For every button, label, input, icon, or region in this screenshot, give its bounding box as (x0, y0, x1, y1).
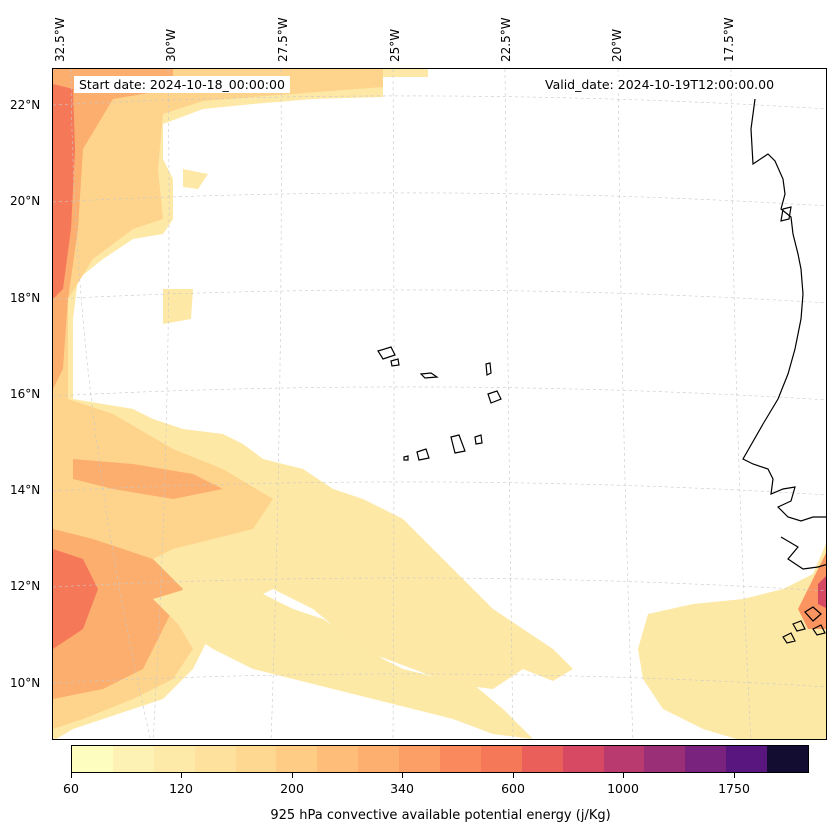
lat-label: 10°N (10, 676, 41, 690)
bijagos-islands (782, 606, 826, 644)
colorbar-segment (153, 746, 195, 772)
cape-verde-sao-nicolau (419, 372, 439, 379)
colorbar-segment (317, 746, 359, 772)
cape-verde-santiago (450, 434, 466, 454)
cape-region-patch (163, 289, 193, 324)
cape-region-central (153, 584, 533, 739)
cape-region-west (53, 69, 573, 739)
cape-region-southeast-max (818, 576, 826, 608)
colorbar-segment (562, 746, 604, 772)
cape-verde-sao-vicente (390, 358, 400, 367)
lon-label: 25°W (388, 28, 402, 62)
coastlines (377, 98, 826, 644)
colorbar (71, 745, 809, 773)
colorbar-tick-label: 600 (501, 781, 525, 796)
lat-label: 22°N (10, 98, 41, 112)
lon-label: 22.5°W (499, 17, 513, 62)
colorbar-segment (112, 746, 154, 772)
valid-date-label: Valid_date: 2024-10-19T12:00:00.00 (540, 76, 780, 93)
start-date-label: Start date: 2024-10-18_00:00:00 (74, 76, 290, 93)
colorbar-segment (726, 746, 768, 772)
lat-label: 16°N (10, 387, 41, 401)
lon-label: 20°W (610, 28, 624, 62)
cape-region-west-core (53, 69, 223, 699)
colorbar-segment (399, 746, 441, 772)
gridlines (53, 69, 826, 739)
cape-verde-santo-antao (377, 346, 396, 360)
colorbar-segment (358, 746, 400, 772)
colorbar-segment (194, 746, 236, 772)
africa-coastline-south (780, 536, 826, 570)
colorbar-tick-label: 1750 (718, 781, 750, 796)
colorbar-segment (644, 746, 686, 772)
africa-coastline (742, 98, 826, 522)
colorbar-tick-label: 1000 (607, 781, 639, 796)
colorbar-segment (521, 746, 563, 772)
cape-region-southeast (638, 543, 826, 739)
colorbar-segment (480, 746, 522, 772)
cape-region-southeast-core (798, 553, 826, 629)
colorbar-segment (603, 746, 645, 772)
lat-label: 12°N (10, 579, 41, 593)
canary-islands (780, 206, 792, 222)
colorbar-title: 925 hPa convective available potential e… (270, 808, 611, 823)
colorbar-tick-label: 200 (280, 781, 304, 796)
colorbar-tick-label: 60 (63, 781, 79, 796)
cape-map (53, 69, 826, 739)
lon-label: 32.5°W (53, 17, 67, 62)
cape-verde-brava (403, 455, 409, 461)
lat-label: 18°N (10, 291, 41, 305)
lon-label: 30°W (164, 28, 178, 62)
colorbar-segment (235, 746, 277, 772)
lon-label: 17.5°W (722, 17, 736, 62)
colorbar-segment (276, 746, 318, 772)
colorbar-segment (767, 746, 809, 772)
cape-field (53, 69, 826, 739)
lat-label: 20°N (10, 194, 41, 208)
cape-verde-boa-vista (487, 390, 502, 404)
cape-verde-sal (485, 362, 492, 376)
lat-label: 14°N (10, 483, 41, 497)
colorbar-tick-label: 120 (169, 781, 193, 796)
colorbar-segment (72, 746, 113, 772)
colorbar-segment (440, 746, 481, 772)
cape-verde-maio (474, 434, 483, 445)
cape-region-west-max (53, 84, 98, 649)
lon-label: 27.5°W (276, 17, 290, 62)
cape-verde-fogo (416, 448, 430, 461)
cape-region-patch-2 (183, 169, 208, 189)
colorbar-segment (685, 746, 727, 772)
map-panel[interactable] (52, 68, 827, 740)
colorbar-tick-label: 340 (390, 781, 414, 796)
